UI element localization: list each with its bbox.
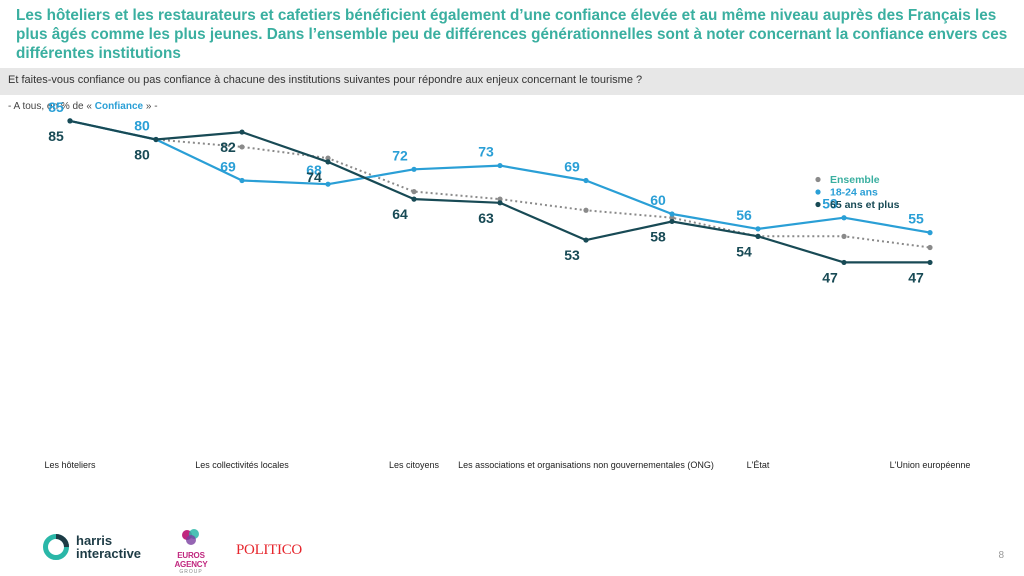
- data-point-2-4: [411, 196, 417, 202]
- data-label-2-5: 63: [478, 210, 494, 226]
- data-point-1-3: [325, 181, 331, 187]
- harris-logo-line1: harris: [76, 533, 113, 548]
- legend-label-2: 65 ans et plus: [830, 199, 900, 211]
- data-label-2-2: 82: [220, 139, 236, 155]
- base-note-prefix: - A tous, en % de «: [8, 101, 95, 112]
- data-label-2-9: 47: [822, 269, 838, 285]
- data-label-2-0: 85: [48, 128, 64, 144]
- data-label-2-8: 54: [736, 243, 752, 259]
- data-point-1-5: [497, 162, 503, 169]
- euros-logo-text: EUROS AGENCY: [174, 551, 208, 569]
- data-label-1-0: 85: [48, 99, 64, 115]
- category-label-2: Les citoyens: [389, 460, 440, 470]
- base-note-highlight: Confiance: [94, 101, 144, 112]
- data-point-1-10: [927, 230, 933, 236]
- data-point-2-3: [325, 159, 331, 165]
- data-label-1-7: 60: [650, 192, 666, 208]
- data-point-1-7: [669, 211, 675, 217]
- data-label-1-4: 72: [392, 147, 408, 163]
- category-label-1: Les collectivités locales: [195, 460, 289, 470]
- category-label-5: L'Union européenne: [890, 460, 971, 470]
- data-point-0-4: [411, 189, 417, 195]
- data-point-1-2: [239, 177, 245, 184]
- series-line-1: [69, 119, 931, 234]
- data-point-0-6: [583, 207, 589, 213]
- euros-agency-logo: EUROS AGENCY GROUP: [163, 528, 219, 575]
- data-label-2-3: 74: [306, 169, 322, 185]
- harris-logo-icon: [43, 534, 69, 560]
- data-label-1-2: 69: [220, 158, 236, 174]
- data-point-2-1: [153, 136, 159, 143]
- survey-question: Et faites-vous confiance ou pas confianc…: [8, 74, 643, 86]
- category-label-0: Les hôteliers: [44, 460, 96, 470]
- data-point-1-8: [755, 226, 761, 232]
- data-label-2-10: 47: [908, 269, 924, 285]
- data-label-1-6: 69: [564, 158, 580, 174]
- legend-marker-1: [815, 189, 821, 195]
- series-line-2: [69, 119, 930, 264]
- data-label-2-6: 53: [564, 247, 580, 263]
- data-point-0-7: [669, 215, 675, 221]
- harris-logo-line2: interactive: [76, 546, 142, 561]
- data-point-0-9: [841, 233, 847, 239]
- euros-logo-subtext: GROUP: [179, 569, 203, 575]
- politico-logo: POLITICO: [236, 542, 302, 558]
- data-label-1-9: 59: [822, 196, 838, 212]
- euros-logo-icon: [182, 529, 199, 545]
- base-note-suffix: » -: [143, 101, 158, 112]
- page-number: 8: [998, 550, 1004, 561]
- data-point-0-10: [927, 244, 933, 251]
- data-label-1-8: 56: [736, 207, 752, 223]
- legend-marker-0: [815, 176, 821, 183]
- data-point-2-10: [927, 259, 933, 266]
- data-label-2-7: 58: [650, 228, 666, 244]
- series-line-0: [69, 119, 931, 249]
- data-point-1-4: [411, 166, 417, 172]
- data-label-1-1: 80: [134, 118, 150, 134]
- data-point-0-5: [497, 196, 503, 202]
- base-note: - A tous, en % de « Confiance » -: [8, 101, 158, 112]
- legend-label-1: 18-24 ans: [830, 187, 878, 199]
- data-point-2-7: [669, 218, 675, 225]
- data-point-0-2: [239, 144, 245, 150]
- slide-headline: Les hôteliers et les restaurateurs et ca…: [16, 7, 1008, 62]
- data-point-1-9: [841, 215, 847, 221]
- legend-label-0: Ensemble: [830, 174, 880, 186]
- data-point-2-5: [497, 200, 503, 206]
- data-point-2-8: [755, 233, 761, 239]
- category-label-4: L'État: [747, 460, 770, 470]
- data-point-2-0: [67, 118, 73, 124]
- legend-marker-2: [815, 201, 821, 208]
- data-point-2-6: [583, 237, 589, 243]
- data-point-1-6: [583, 177, 589, 184]
- question-bar: Et faites-vous confiance ou pas confianc…: [0, 68, 1024, 95]
- data-label-1-10: 55: [908, 211, 924, 227]
- harris-interactive-logo: harris interactive: [42, 533, 141, 561]
- data-point-2-9: [841, 259, 847, 266]
- data-point-2-2: [239, 129, 245, 135]
- data-label-1-5: 73: [478, 144, 494, 160]
- data-label-2-4: 64: [392, 206, 408, 222]
- data-point-0-3: [325, 155, 331, 161]
- category-label-3: Les associations et organisations non go…: [458, 460, 714, 470]
- data-label-2-1: 80: [134, 147, 150, 163]
- data-label-1-3: 68: [306, 162, 322, 178]
